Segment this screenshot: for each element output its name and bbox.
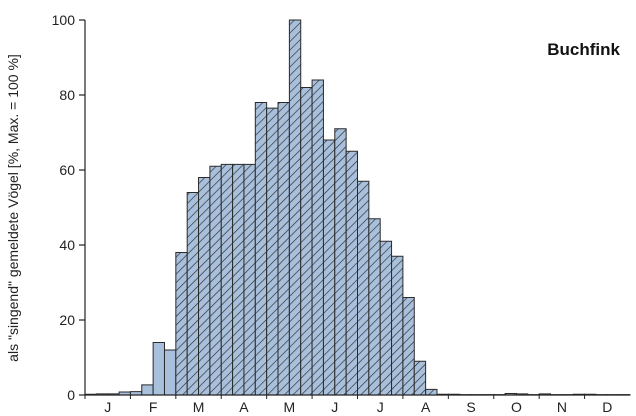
bar-23 bbox=[345, 150, 358, 396]
bar-8 bbox=[175, 252, 188, 396]
y-tick-label-60: 60 bbox=[59, 162, 75, 178]
bar-18 bbox=[288, 19, 302, 396]
month-label-11: D bbox=[602, 399, 612, 415]
bar-6 bbox=[152, 342, 165, 396]
bar-24 bbox=[357, 180, 370, 396]
y-axis-label: als "singend" gemeldete Vögel [%, Max. =… bbox=[5, 54, 21, 362]
bar-21 bbox=[322, 139, 336, 396]
y-tick-label-80: 80 bbox=[59, 87, 75, 103]
bar-12 bbox=[220, 163, 234, 396]
y-tick-label-20: 20 bbox=[59, 312, 75, 328]
bar-29 bbox=[413, 360, 427, 396]
bar-22 bbox=[334, 128, 347, 396]
bar-26 bbox=[379, 240, 393, 396]
month-label-5: J bbox=[331, 399, 338, 415]
month-label-3: A bbox=[239, 399, 249, 415]
bar-14 bbox=[243, 163, 256, 396]
month-label-10: N bbox=[557, 399, 567, 415]
bar-16 bbox=[266, 107, 279, 396]
bar-7 bbox=[163, 349, 177, 396]
month-label-4: M bbox=[284, 399, 296, 415]
bar-20 bbox=[311, 79, 324, 396]
bar-5 bbox=[141, 384, 154, 396]
y-ticks-group: 0 20 40 60 80 100 bbox=[52, 12, 85, 403]
month-label-0: J bbox=[104, 399, 111, 415]
bar-19 bbox=[300, 87, 313, 396]
bar-17 bbox=[277, 102, 290, 396]
month-label-6: J bbox=[377, 399, 384, 415]
bar-9 bbox=[186, 192, 200, 396]
bar-30 bbox=[425, 388, 438, 396]
month-label-8: S bbox=[466, 399, 475, 415]
month-label-1: F bbox=[149, 399, 158, 415]
y-tick-label-40: 40 bbox=[59, 237, 75, 253]
bars-group bbox=[84, 19, 631, 396]
y-tick-label-0: 0 bbox=[67, 387, 75, 403]
bar-27 bbox=[391, 255, 404, 396]
bar-11 bbox=[209, 165, 222, 396]
bar-25 bbox=[368, 218, 381, 396]
chart-title: Buchfink bbox=[547, 40, 620, 59]
month-label-9: O bbox=[511, 399, 522, 415]
bar-28 bbox=[402, 297, 415, 396]
y-tick-label-100: 100 bbox=[52, 12, 76, 28]
bar-15 bbox=[254, 102, 268, 396]
month-label-2: M bbox=[193, 399, 205, 415]
bar-13 bbox=[232, 163, 245, 396]
month-label-7: A bbox=[421, 399, 431, 415]
bar-10 bbox=[198, 177, 211, 396]
